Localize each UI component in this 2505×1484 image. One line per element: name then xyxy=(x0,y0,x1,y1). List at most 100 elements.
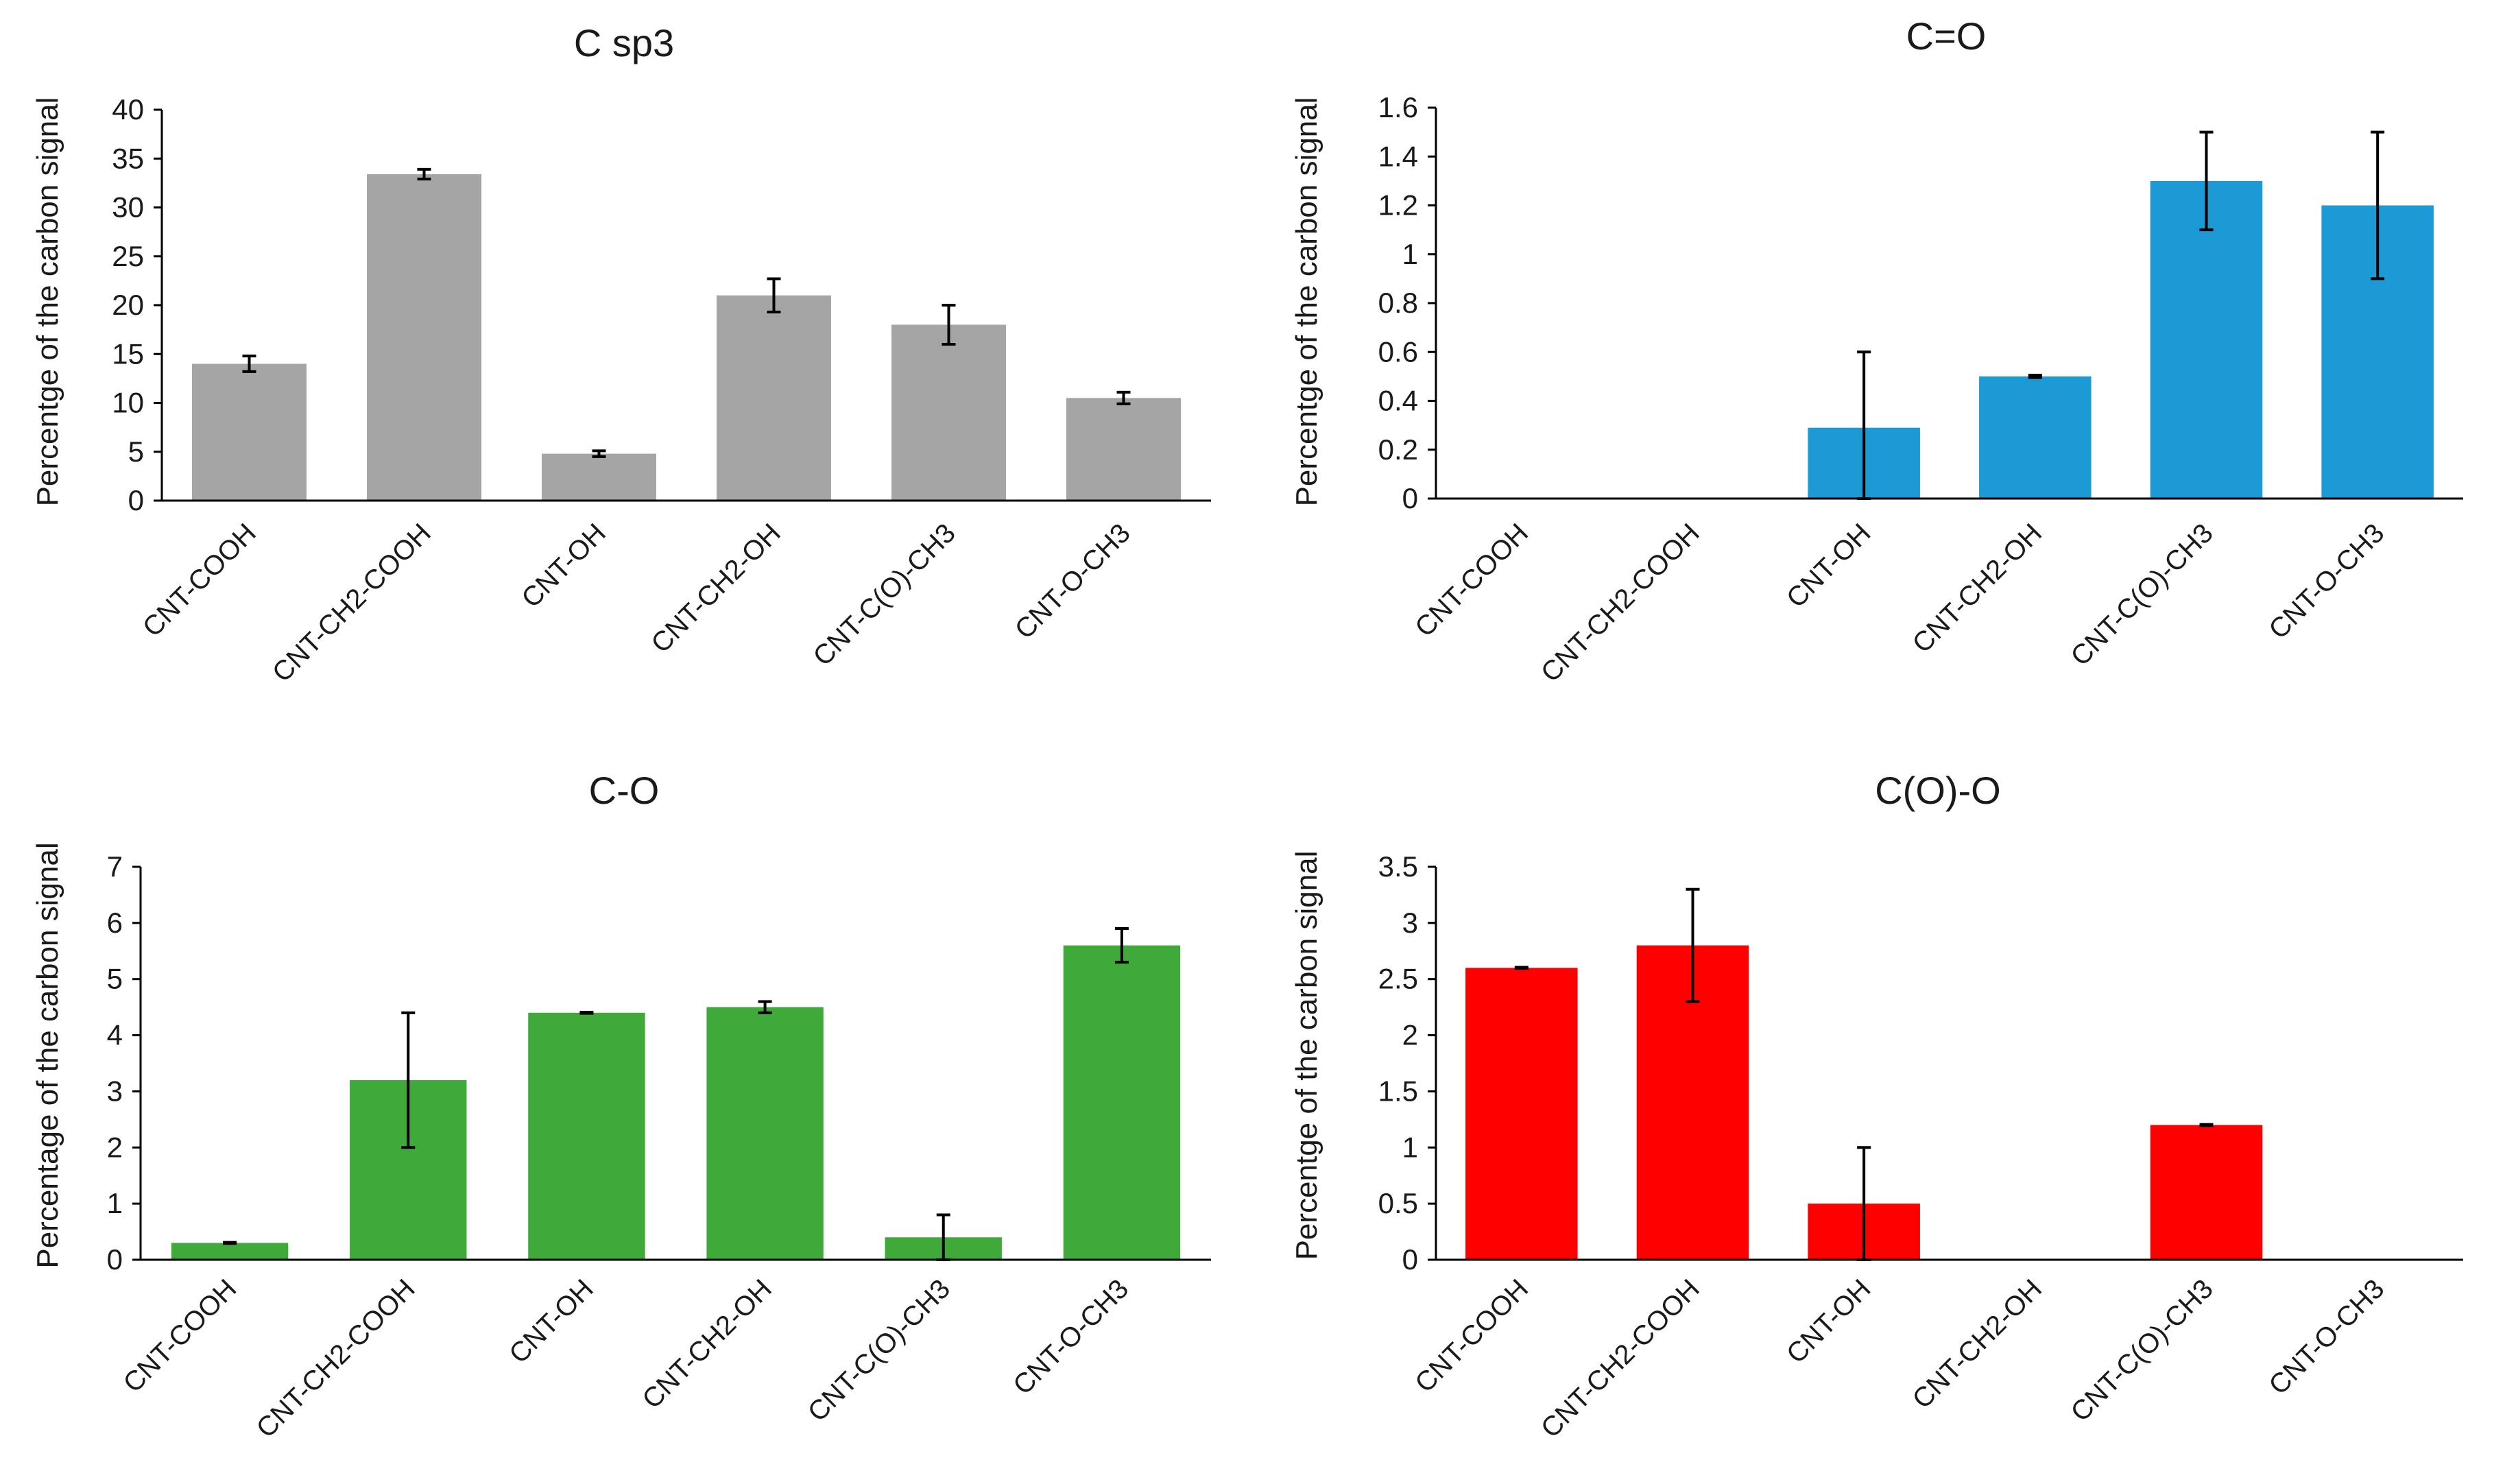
x-tick-label: CNT-CH2-COOH xyxy=(1535,518,1705,688)
y-tick-label: 0 xyxy=(1402,482,1418,514)
bar xyxy=(1066,398,1182,501)
chart-c-o: C-O Percentage of the carbon signal 0 1 2 3 4 5… xyxy=(0,742,1252,1484)
x-tick-label: CNT-O-CH3 xyxy=(1009,518,1136,645)
y-tick-label: 3.5 xyxy=(1378,850,1418,883)
error-bar xyxy=(758,1000,772,1014)
y-tick-label: 2.5 xyxy=(1378,963,1418,995)
x-tick-label: CNT-O-CH3 xyxy=(2263,518,2390,645)
y-tick-label: 1.6 xyxy=(1378,91,1418,123)
x-tick-label: CNT-COOH xyxy=(117,1273,242,1398)
y-tick-label: 0.8 xyxy=(1378,287,1418,319)
y-axis-label: Percentge of the carbon signal xyxy=(1290,97,1323,507)
y-tick-label: 15 xyxy=(112,337,144,370)
x-tick-label: CNT-OH xyxy=(503,1273,599,1369)
chart-c-sp3: C sp3 Percentge of the carbon signal 0 5 10 1… xyxy=(0,0,1252,742)
error-bar xyxy=(242,355,256,373)
y-tick-label: 0.4 xyxy=(1378,385,1418,417)
x-tick-label: CNT-O-CH3 xyxy=(1007,1273,1134,1400)
error-bar xyxy=(1686,887,1700,1003)
y-axis-label: Percentage of the carbon signal xyxy=(31,842,64,1268)
y-tick-label: 3 xyxy=(1402,907,1418,939)
x-tick-label: CNT-OH xyxy=(1781,518,1877,614)
x-tick-label: CNT-OH xyxy=(1781,1273,1877,1369)
x-tick-label: CNT-CH2-COOH xyxy=(251,1273,421,1444)
x-tick-label: CNT-OH xyxy=(516,518,612,614)
error-bar xyxy=(2371,130,2385,280)
bar xyxy=(706,1007,824,1260)
x-tick-label: CNT-O-CH3 xyxy=(2263,1273,2390,1400)
y-tick-label: 1 xyxy=(107,1187,123,1219)
chart-c-double-o: C=O Percentge of the carbon signal 0 0.2 0.4… xyxy=(1252,0,2505,742)
bar xyxy=(1465,968,1578,1260)
x-tick-label: CNT-CH2-COOH xyxy=(1535,1273,1705,1444)
y-tick-label: 7 xyxy=(107,850,123,883)
y-tick-label: 2 xyxy=(1402,1019,1418,1051)
y-tick-label: 35 xyxy=(112,142,144,174)
y-tick-label: 20 xyxy=(112,289,144,321)
y-tick-label: 0 xyxy=(1402,1243,1418,1276)
bar xyxy=(1979,376,2092,499)
y-axis-label: Percentge of the carbon signal xyxy=(31,97,64,507)
y-tick-label: 25 xyxy=(112,240,144,272)
error-bar xyxy=(2199,130,2214,232)
chart-svg: C-O Percentage of the carbon signal 0 1 2 3 4 5… xyxy=(31,769,1211,1444)
y-tick-label: 40 xyxy=(112,93,144,125)
y-tick-label: 0.6 xyxy=(1378,335,1418,368)
y-tick-label: 3 xyxy=(107,1075,123,1107)
y-tick-label: 6 xyxy=(107,907,123,939)
error-bar xyxy=(767,277,781,313)
x-tick-label: CNT-COOH xyxy=(137,518,262,643)
error-bar xyxy=(1116,390,1131,405)
y-tick-label: 0 xyxy=(107,1243,123,1276)
y-tick-label: 1 xyxy=(1402,238,1418,270)
x-tick-label: CNT-CH2-OH xyxy=(1907,518,2048,659)
x-tick-label: CNT-COOH xyxy=(1409,1273,1534,1398)
x-tick-label: CNT-C(O)-CH3 xyxy=(807,518,961,671)
y-tick-label: 5 xyxy=(107,963,123,995)
bar xyxy=(191,363,307,501)
error-bar xyxy=(1114,927,1129,964)
y-tick-label: 4 xyxy=(107,1019,123,1051)
y-tick-label: 1.2 xyxy=(1378,189,1418,222)
bar xyxy=(2150,180,2263,499)
bar xyxy=(716,295,832,501)
y-tick-label: 0.2 xyxy=(1378,433,1418,466)
y-tick-label: 1.4 xyxy=(1378,140,1418,172)
y-tick-label: 1.5 xyxy=(1378,1075,1418,1107)
bar xyxy=(528,1012,645,1260)
error-bar xyxy=(223,1241,237,1245)
y-tick-label: 0.5 xyxy=(1378,1187,1418,1219)
chart-svg: C(O)-O Percentge of the carbon signal 0 0.5… xyxy=(1290,769,2463,1444)
bar xyxy=(2150,1125,2263,1260)
bar xyxy=(366,174,482,501)
error-bar xyxy=(1514,966,1529,970)
y-tick-label: 10 xyxy=(112,387,144,419)
bar xyxy=(1063,945,1181,1260)
x-tick-label: CNT-CH2-OH xyxy=(645,518,787,659)
y-tick-label: 2 xyxy=(107,1131,123,1163)
error-bar xyxy=(2028,374,2042,379)
bar xyxy=(891,324,1007,501)
chart-svg: C sp3 Percentge of the carbon signal 0 5 10 1… xyxy=(31,21,1211,688)
x-tick-label: CNT-CH2-OH xyxy=(636,1273,778,1415)
chart-svg: C=O Percentge of the carbon signal 0 0.2 0.4… xyxy=(1290,14,2463,688)
chart-title: C-O xyxy=(589,769,660,812)
y-axis-label: Percentge of the carbon signal xyxy=(1290,851,1323,1260)
error-bar xyxy=(592,449,606,458)
chart-title: C=O xyxy=(1906,14,1987,58)
y-tick-label: 30 xyxy=(112,191,144,224)
x-tick-label: CNT-CH2-OH xyxy=(1907,1273,2048,1415)
bar xyxy=(541,453,657,501)
y-tick-label: 1 xyxy=(1402,1131,1418,1163)
error-bar xyxy=(401,1011,416,1149)
error-bar xyxy=(417,167,431,181)
y-tick-label: 5 xyxy=(128,435,144,468)
y-tick-label: 0 xyxy=(128,484,144,516)
error-bar xyxy=(579,1011,594,1015)
error-bar xyxy=(942,304,956,346)
x-tick-label: CNT-COOH xyxy=(1409,518,1534,643)
error-bar xyxy=(2199,1123,2214,1127)
x-tick-label: CNT-C(O)-CH3 xyxy=(2065,1273,2218,1427)
chart-title: C(O)-O xyxy=(1875,769,2001,812)
x-tick-label: CNT-C(O)-CH3 xyxy=(2065,518,2218,671)
